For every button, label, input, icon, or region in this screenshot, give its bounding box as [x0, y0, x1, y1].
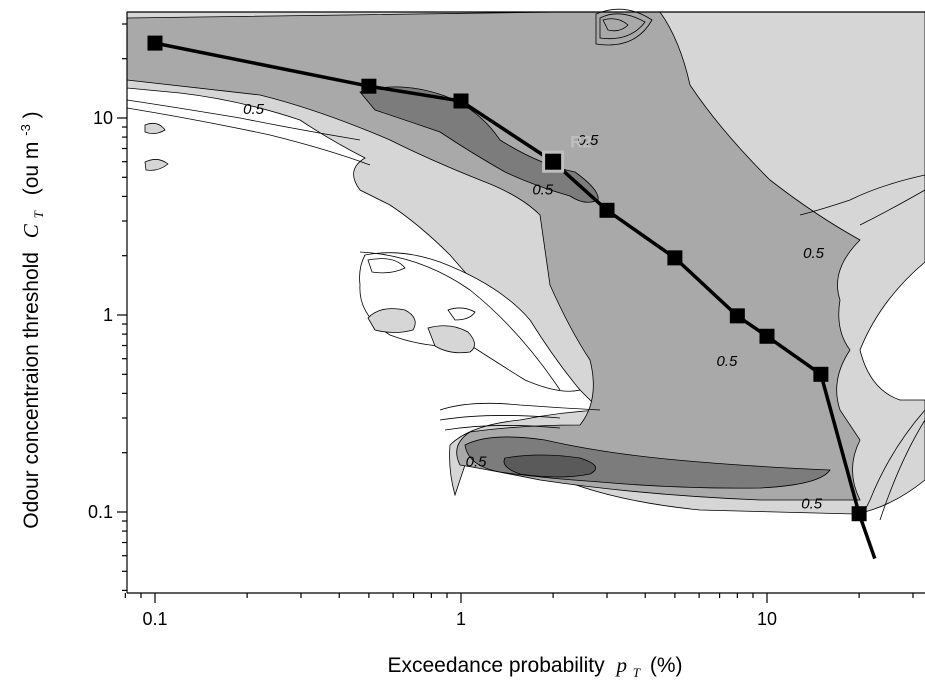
y-axis-title-var: C	[19, 223, 43, 238]
contour-region-darkest	[503, 454, 597, 478]
x-axis-ticks: 0.1 1 10	[124, 593, 914, 629]
y-axis-title-unit-exp: -3	[18, 124, 33, 136]
x-tick-label: 10	[757, 609, 777, 629]
contour-region-middle	[126, 11, 861, 501]
plot-frame	[126, 11, 925, 594]
contour-island-6	[144, 159, 169, 171]
y-tick-label: 0.1	[88, 502, 113, 522]
series-marker	[759, 328, 775, 344]
series-marker	[599, 202, 615, 218]
contour-field	[126, 8, 925, 521]
x-axis-title: Exceedance probability p T (%)	[387, 653, 682, 682]
y-tick-label: 1	[103, 305, 113, 325]
x-axis-title-unit: (%)	[650, 654, 683, 677]
contour-island-3	[447, 307, 476, 321]
y-axis-title: Odour concentraion threshold C T (ou m -…	[12, 111, 48, 528]
series-marker	[729, 308, 745, 324]
x-tick-label: 0.1	[142, 609, 167, 629]
series-marker	[147, 35, 163, 51]
x-axis-title-var: p	[614, 653, 627, 677]
contour-island-4	[602, 18, 629, 32]
x-tick-label: 1	[456, 609, 466, 629]
y-axis-title-main: Odour concentraion threshold	[20, 252, 43, 529]
y-tick-label: 10	[93, 108, 113, 128]
contour-label: 0.5	[243, 101, 265, 118]
highlighted-marker-label: R2	[570, 133, 592, 152]
contour-label: 0.5	[532, 181, 554, 198]
highlighted-marker	[542, 150, 565, 173]
series-marker	[851, 506, 867, 522]
contour-hole-large	[359, 252, 581, 392]
y-axis-title-unit-pre: (ou m	[20, 142, 43, 196]
data-series: R2	[147, 35, 877, 560]
contour-label: 0.5	[801, 496, 823, 513]
contour-island-1	[367, 308, 416, 333]
contour-lines	[126, 8, 925, 521]
x-axis-title-main: Exceedance probability	[387, 654, 605, 677]
contour-island-5	[144, 122, 166, 134]
series-marker	[667, 250, 683, 266]
x-axis-title-sub: T	[633, 665, 641, 680]
contour-label: 0.5	[803, 245, 825, 262]
contour-label: 0.5	[466, 454, 488, 471]
contour-labels: 0.5 0.5 0.5 0.5 0.5 0.5 0.5	[243, 101, 825, 513]
series-marker	[453, 93, 469, 109]
contour-island-2	[427, 325, 475, 354]
series-marker	[361, 78, 377, 94]
y-axis-ticks: 0.1 1 10	[88, 23, 127, 591]
series-marker	[813, 366, 829, 382]
contour-label: 0.5	[717, 353, 739, 370]
y-axis-title-sub: T	[31, 210, 46, 218]
y-axis-title-unit-post: )	[20, 111, 43, 118]
contour-label: 0.5	[578, 132, 600, 149]
